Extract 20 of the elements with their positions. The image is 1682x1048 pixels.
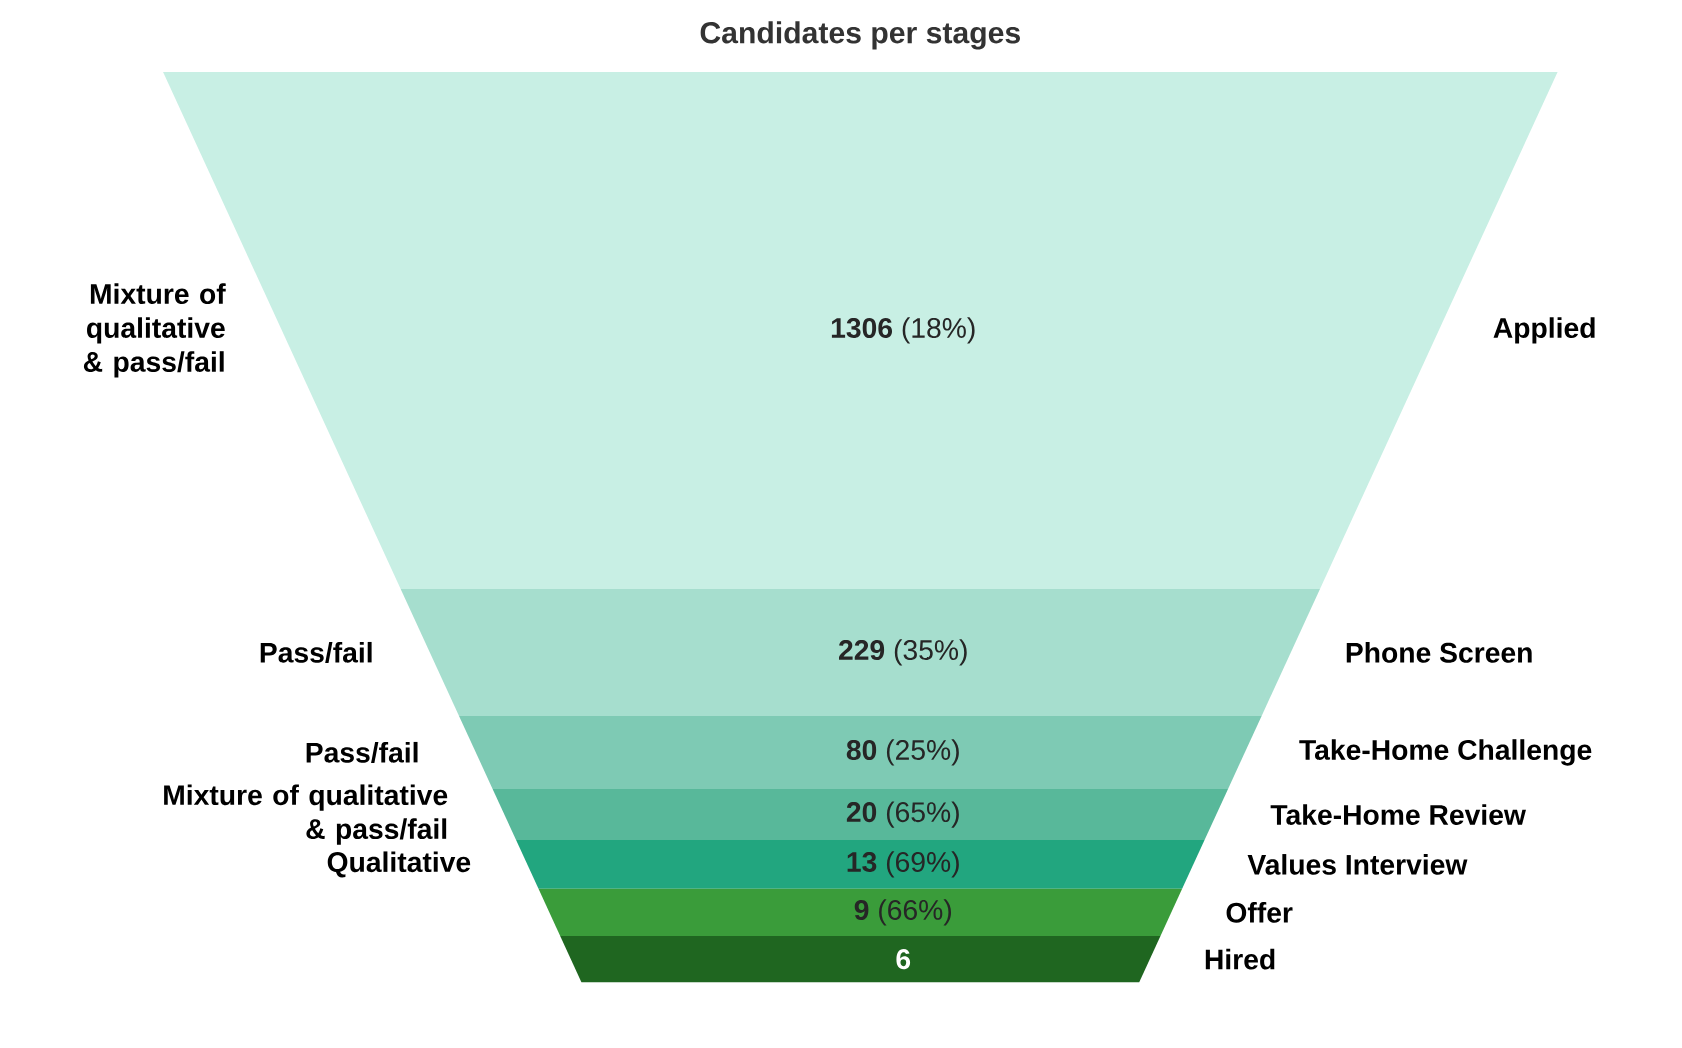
category-label: Take-Home Challenge (1299, 739, 1592, 766)
text: Mixture of qualitative & pass/fail (164, 784, 448, 845)
category-label: Hired (1205, 948, 1275, 970)
text: Qualitative (327, 851, 471, 878)
data-label: 80 (25%) (846, 739, 959, 766)
category-label: Values Interview (1247, 854, 1468, 875)
category-label: Take-Home Review (1270, 804, 1526, 825)
text: Candidates per stages (700, 21, 1020, 50)
data-label: 9 (66%) (854, 899, 951, 926)
text: Pass/fail (306, 741, 418, 763)
category-label: Offer (1226, 901, 1293, 923)
category-label: Phone Screen (1346, 642, 1532, 663)
text: Mixture of qualitative & pass/fail (83, 283, 226, 378)
text: Pass/fail (260, 641, 372, 663)
data-label: 1306 (18%) (831, 317, 975, 344)
data-label: 6 (896, 949, 911, 970)
data-label: 13 (69%) (847, 851, 959, 878)
category-label: Applied (1493, 317, 1595, 344)
data-label: 229 (35%) (839, 639, 967, 666)
data-label: 20 (65%) (846, 801, 959, 828)
